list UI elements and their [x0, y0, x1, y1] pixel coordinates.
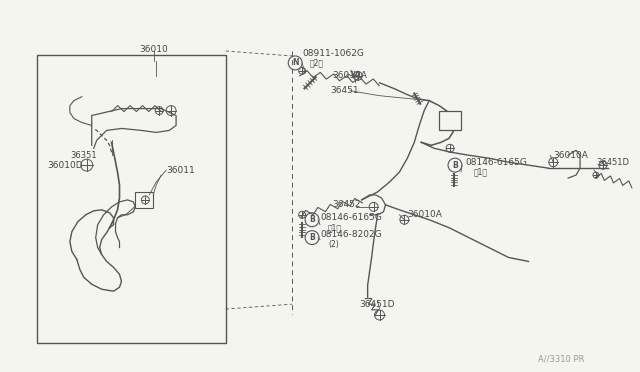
Text: B: B	[309, 215, 315, 224]
Text: 36010D: 36010D	[47, 161, 83, 170]
Bar	[439, 110, 461, 131]
Bar	[136, 192, 153, 208]
Text: B: B	[309, 233, 315, 242]
Text: 36452: 36452	[332, 201, 360, 209]
Text: 08146-8202G: 08146-8202G	[320, 230, 381, 239]
Text: 36010A: 36010A	[332, 71, 367, 80]
Text: 36010A: 36010A	[407, 210, 442, 219]
Text: 36010A: 36010A	[553, 151, 588, 160]
Text: 36011: 36011	[166, 166, 195, 174]
Text: 36451D: 36451D	[360, 299, 396, 309]
Text: 36451: 36451	[330, 86, 358, 95]
Text: （1）: （1）	[474, 168, 488, 177]
Text: ＜1＞: ＜1＞	[328, 223, 342, 232]
Text: 08146-6165G: 08146-6165G	[465, 158, 527, 167]
Text: 36010: 36010	[140, 45, 168, 54]
Text: A//3310 PR: A//3310 PR	[538, 354, 585, 363]
Text: 36451D: 36451D	[596, 158, 629, 167]
Text: B: B	[452, 161, 458, 170]
Bar	[37, 55, 226, 343]
Text: (2): (2)	[328, 240, 339, 249]
Text: N: N	[292, 58, 298, 67]
Text: （2）: （2）	[310, 58, 324, 67]
Text: 08911-1062G: 08911-1062G	[302, 48, 364, 58]
Text: 36351: 36351	[70, 151, 97, 160]
Text: 08146-6165G: 08146-6165G	[320, 213, 382, 222]
